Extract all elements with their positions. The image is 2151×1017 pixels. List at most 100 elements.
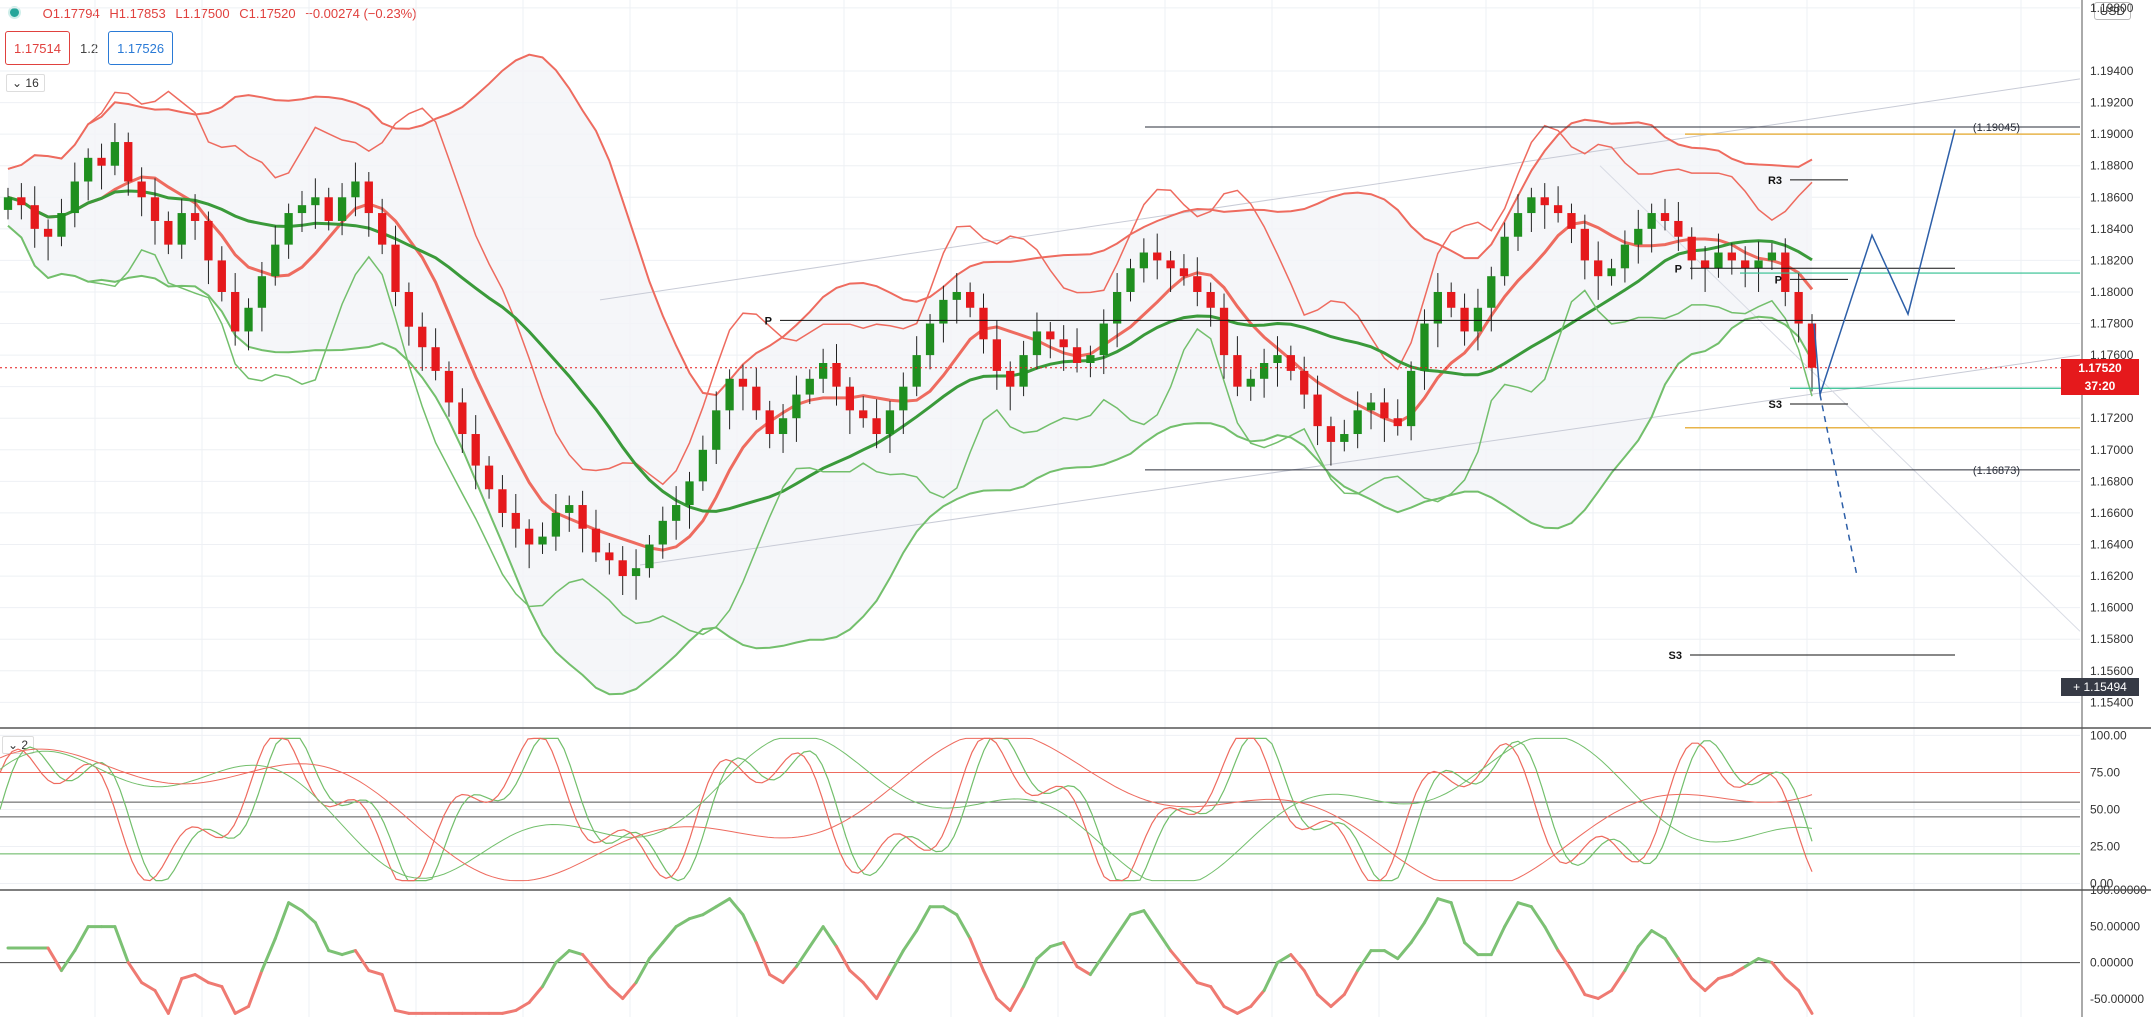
candle-body	[498, 489, 507, 513]
candle-body	[1286, 355, 1295, 371]
sell-button[interactable]: 1.17514	[5, 31, 70, 65]
momentum-segment	[220, 985, 237, 1015]
y-axis-tick-label: 1.19200	[2090, 96, 2134, 110]
plus-icon: +	[2073, 680, 2084, 695]
candle-body	[297, 205, 307, 214]
level-label: (1.16873)	[1973, 465, 2020, 477]
momentum-segment	[1102, 933, 1119, 957]
candle-body	[885, 410, 895, 435]
status-dot-icon	[8, 6, 21, 19]
y-axis-tick-label: 1.17600	[2090, 348, 2134, 362]
y-axis-tick-label: 1.15600	[2090, 664, 2134, 678]
candle-body	[1714, 252, 1723, 269]
candle-body	[698, 449, 708, 482]
momentum-segment	[754, 941, 772, 977]
candle-body	[832, 363, 841, 387]
momentum-segment	[113, 925, 130, 965]
momentum-segment	[273, 901, 291, 941]
momentum-axis-tick-label: 0.00000	[2090, 956, 2134, 970]
buy-button[interactable]: 1.17526	[108, 31, 174, 65]
candle-body	[351, 181, 360, 198]
candle-body	[511, 512, 520, 529]
candle-body	[939, 299, 948, 324]
quantity-field[interactable]: 1.2	[80, 40, 99, 56]
projection-path-line	[1813, 129, 1956, 395]
candle-body	[257, 276, 267, 308]
candle-body	[1527, 197, 1536, 214]
candle-body	[1300, 370, 1309, 395]
candle-body	[979, 307, 988, 340]
pivot-label: S3	[1769, 399, 1782, 411]
candle-body	[1500, 236, 1509, 277]
candle-body	[1340, 434, 1349, 442]
momentum-segment	[848, 969, 865, 985]
momentum-segment	[661, 925, 678, 945]
y-axis-tick-label: 1.15400	[2090, 695, 2134, 709]
momentum-segment	[901, 929, 919, 953]
candle-body	[725, 378, 734, 411]
channel-line	[1599, 165, 2081, 632]
momentum-segment	[554, 949, 571, 965]
main-pane-badge: 16	[25, 76, 39, 90]
candle-body	[1620, 244, 1630, 269]
candle-body	[378, 213, 387, 245]
osc-pane-collapse-button[interactable]: ⌄ 2	[2, 736, 35, 754]
candle-body	[1046, 331, 1055, 340]
momentum-segment	[835, 945, 852, 973]
momentum-segment	[380, 973, 398, 1012]
candle-body	[418, 326, 427, 348]
momentum-segment	[955, 913, 972, 941]
candle-body	[1594, 260, 1603, 277]
candle-body	[1513, 213, 1523, 237]
momentum-segment	[1743, 957, 1761, 969]
upper-band-slow-line	[7, 53, 1813, 397]
candle-body	[1179, 268, 1189, 277]
candle-body	[631, 568, 641, 577]
momentum-segment	[781, 965, 798, 985]
momentum-segment	[714, 897, 732, 909]
candle-body	[1700, 260, 1710, 269]
candle-body	[17, 197, 26, 206]
candle-body	[471, 434, 480, 466]
candle-body	[1660, 213, 1670, 221]
momentum-segment	[206, 981, 224, 989]
candle-body	[1487, 276, 1496, 308]
candle-body	[43, 228, 53, 237]
candle-body	[1206, 291, 1215, 308]
momentum-segment	[1329, 993, 1346, 1008]
momentum-segment	[688, 913, 705, 921]
momentum-segment	[500, 1008, 518, 1015]
stoch-axis-tick-label: 50.00	[2090, 802, 2120, 816]
y-axis-tick-label: 1.18200	[2090, 253, 2134, 267]
candle-body	[84, 157, 93, 182]
momentum-segment	[1556, 949, 1573, 973]
momentum-segment	[728, 897, 745, 917]
candle-body	[1607, 268, 1616, 277]
candle-body	[124, 142, 133, 182]
candle-body	[484, 465, 494, 490]
momentum-segment	[1409, 921, 1426, 945]
momentum-segment	[1650, 929, 1667, 941]
momentum-segment	[674, 917, 692, 929]
candle-body	[431, 347, 440, 371]
momentum-segment	[1169, 949, 1186, 969]
candle-body	[110, 142, 120, 166]
momentum-segment	[1596, 989, 1614, 1000]
momentum-segment	[1048, 941, 1066, 949]
momentum-segment	[1182, 965, 1199, 985]
momentum-segment	[353, 949, 371, 973]
ohlc-change: −0.00274 (−0.23%)	[305, 6, 417, 21]
candle-body	[538, 536, 547, 545]
candle-body	[164, 220, 173, 245]
pivot-label: S3	[1669, 650, 1682, 662]
currency-button[interactable]: USD	[2093, 2, 2131, 20]
momentum-segment	[1503, 901, 1520, 929]
main-pane-collapse-button[interactable]: ⌄ 16	[6, 74, 45, 92]
crosshair-price-value: 1.15494	[2083, 680, 2127, 695]
candle-body	[1540, 197, 1549, 206]
y-axis-tick-label: 1.17200	[2090, 411, 2134, 425]
momentum-segment	[1676, 957, 1694, 981]
momentum-segment	[1155, 929, 1173, 953]
momentum-segment	[1062, 941, 1079, 969]
